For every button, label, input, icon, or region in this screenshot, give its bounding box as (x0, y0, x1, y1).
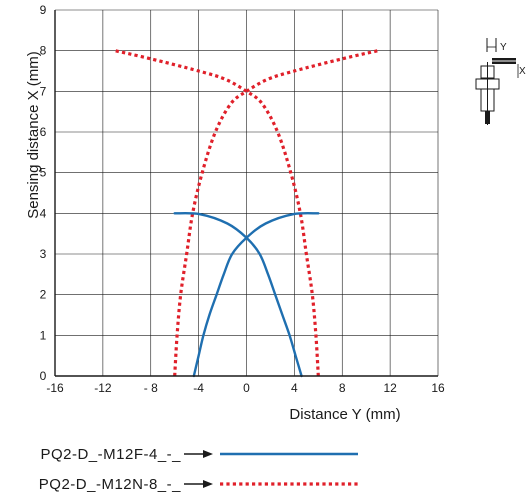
diagram-y-label: Y (500, 42, 507, 53)
y-tick-label: 2 (40, 288, 47, 302)
y-tick-label: 6 (40, 125, 47, 139)
y-tick-label: 7 (40, 84, 47, 98)
x-tick-label: - 8 (144, 381, 158, 395)
legend-label: PQ2-D_-M12N-8_-_ (39, 476, 181, 493)
x-tick-label: -16 (46, 381, 64, 395)
legend-arrow-head (203, 480, 213, 488)
diagram-x-label: X (519, 66, 526, 77)
legend-arrow-head (203, 450, 213, 458)
series-solid-curve (192, 211, 320, 378)
x-tick-label: 8 (339, 381, 346, 395)
series-solid-curve (173, 211, 303, 378)
legend: PQ2-D_-M12F-4_-_ PQ2-D_-M12N-8_-_ (39, 446, 358, 493)
y-tick-label: 5 (40, 166, 47, 180)
y-axis-title: Sensing distance X (mm) (25, 51, 42, 219)
y-tick-label: 1 (40, 328, 47, 342)
grid (54, 9, 439, 377)
x-tick-label: -4 (193, 381, 204, 395)
legend-label: PQ2-D_-M12F-4_-_ (40, 446, 181, 463)
x-tick-label: 16 (431, 381, 445, 395)
y-tick-label: 3 (40, 247, 47, 261)
series-dotted-curve (114, 49, 320, 377)
series-dotted-curve (173, 49, 379, 377)
y-tick-label: 4 (40, 206, 47, 220)
curves (114, 49, 379, 378)
x-axis-title: Distance Y (mm) (289, 406, 400, 423)
y-tick-label: 9 (40, 3, 47, 17)
x-tick-label: 12 (383, 381, 397, 395)
x-tick-label: 0 (243, 381, 250, 395)
diagram-sensor-cable (485, 111, 490, 124)
x-tick-label: -12 (94, 381, 112, 395)
y-tick-label: 8 (40, 44, 47, 58)
sensor-mounting-diagram: Y X (475, 38, 526, 125)
plot-frame (54, 10, 438, 377)
y-tick-label: 0 (40, 369, 47, 383)
x-tick-label: 4 (291, 381, 298, 395)
